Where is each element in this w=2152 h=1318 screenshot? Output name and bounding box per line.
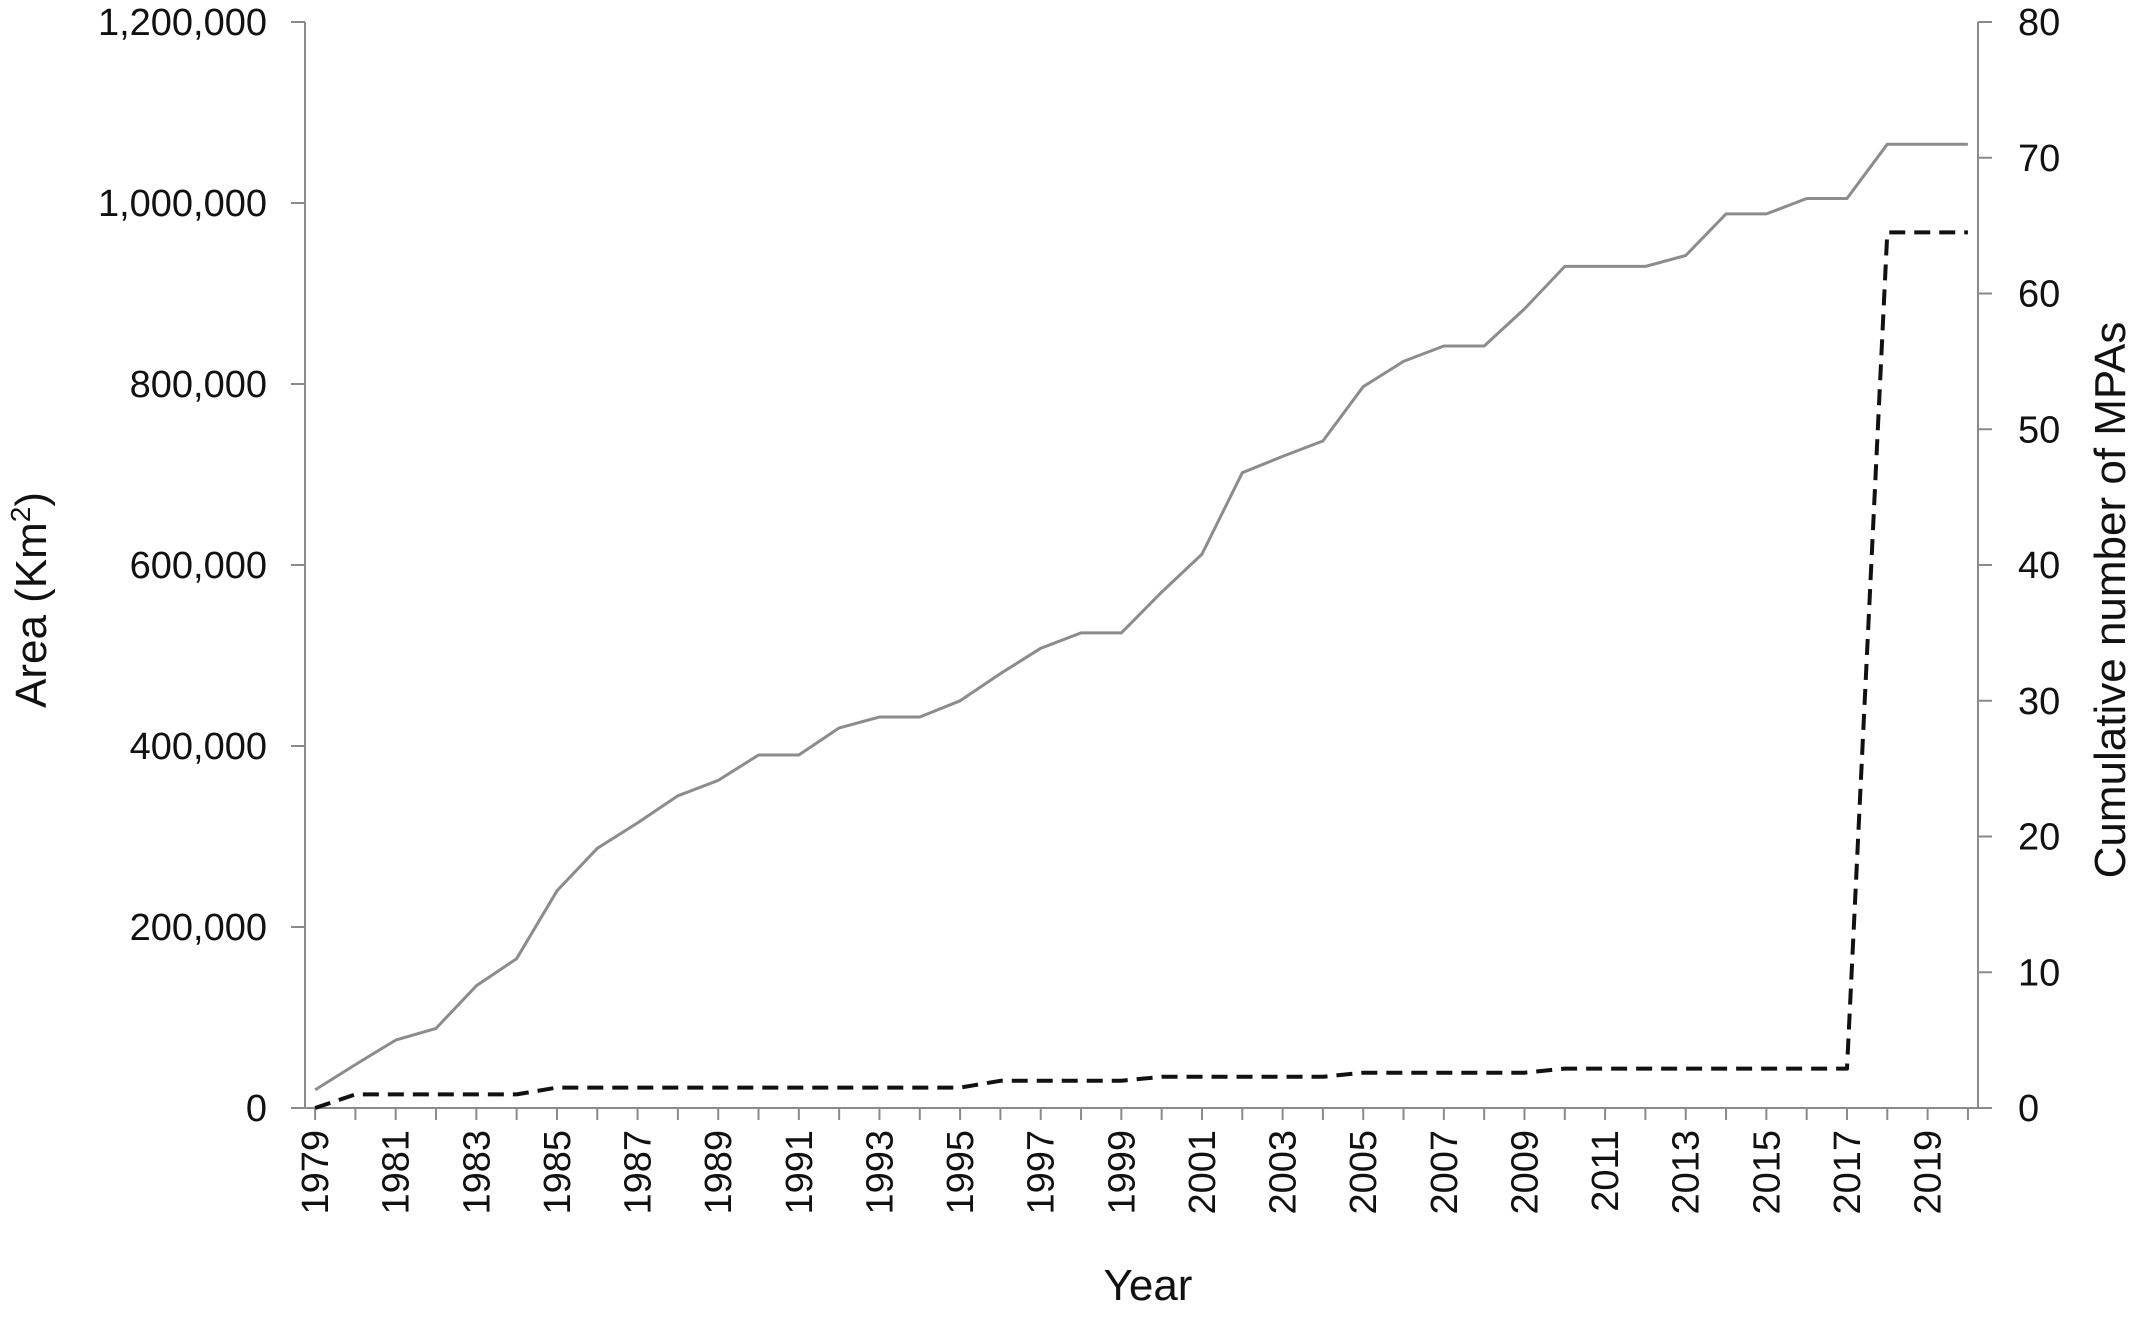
mpa-count-series-line (314, 230, 1968, 1110)
x-axis-tick-label: 2005 (1343, 1130, 1385, 1215)
left-axis-tick-label: 1,200,000 (98, 2, 267, 44)
left-axis-tick-label: 1,000,000 (98, 183, 267, 225)
x-axis-tick-label: 2007 (1424, 1130, 1466, 1215)
x-axis-tick-label: 1997 (1021, 1130, 1063, 1215)
left-axis-tick-label: 600,000 (130, 545, 267, 587)
left-axis-ticks: 0 200,000 400,000 600,000 800,000 1,000,000 1,… (98, 2, 305, 1130)
right-axis-title: Cumulative number of MPAs (2086, 322, 2135, 879)
right-axis-tick-label: 50 (2018, 409, 2060, 451)
right-axis-tick-label: 10 (2018, 952, 2060, 994)
right-axis-tick-label: 40 (2018, 545, 2060, 587)
left-axis-title-superscript: 2 (5, 507, 36, 523)
x-axis-tick-label: 1991 (779, 1130, 821, 1215)
left-axis-title: Area (Km2) (5, 492, 56, 708)
left-axis-tick-label: 400,000 (130, 726, 267, 768)
x-axis-ticks: 1979 1981 1983 1985 1987 1989 1991 1993 1995 1997… (295, 1108, 1969, 1215)
x-axis-tick-label: 2003 (1263, 1130, 1305, 1215)
right-axis-tick-label: 30 (2018, 681, 2060, 723)
x-axis-tick-label: 2009 (1504, 1130, 1546, 1215)
left-axis-tick-label: 200,000 (130, 907, 267, 949)
series-layer (314, 142, 1968, 1110)
right-axis-tick-label: 20 (2018, 817, 2060, 859)
x-axis-tick-label: 1999 (1101, 1130, 1143, 1215)
right-axis-tick-label: 70 (2018, 138, 2060, 180)
x-axis-tick-label: 1989 (698, 1130, 740, 1215)
x-axis-tick-label: 1987 (618, 1130, 660, 1215)
left-axis-title-close: ) (7, 492, 56, 507)
x-axis-tick-label: 2013 (1666, 1130, 1708, 1215)
left-axis-tick-label: 800,000 (130, 364, 267, 406)
axes (304, 22, 1979, 1109)
x-axis-tick-label: 1983 (456, 1130, 498, 1215)
x-axis-tick-label: 1993 (859, 1130, 901, 1215)
x-axis-tick-label: 2017 (1827, 1130, 1869, 1215)
x-axis-tick-label: 1995 (940, 1130, 982, 1215)
left-axis-title-text: Area (Km (7, 522, 56, 708)
x-axis-tick-label: 1979 (295, 1130, 337, 1215)
right-axis-tick-label: 0 (2018, 1088, 2039, 1130)
x-axis-tick-label: 2015 (1746, 1130, 1788, 1215)
x-axis-tick-label: 2019 (1908, 1130, 1950, 1215)
left-axis-tick-label: 0 (246, 1088, 267, 1130)
right-axis-ticks: 0 10 20 30 40 50 60 70 80 (1978, 2, 2060, 1130)
x-axis-tick-label: 1985 (537, 1130, 579, 1215)
x-axis-tick-label: 2001 (1182, 1130, 1224, 1215)
x-axis-tick-label: 2011 (1585, 1130, 1627, 1212)
x-axis-title: Year (1104, 1261, 1193, 1310)
area-series-line (314, 142, 1968, 1092)
right-axis-tick-label: 80 (2018, 2, 2060, 44)
right-axis-tick-label: 60 (2018, 274, 2060, 316)
x-axis-tick-label: 1981 (376, 1130, 418, 1215)
